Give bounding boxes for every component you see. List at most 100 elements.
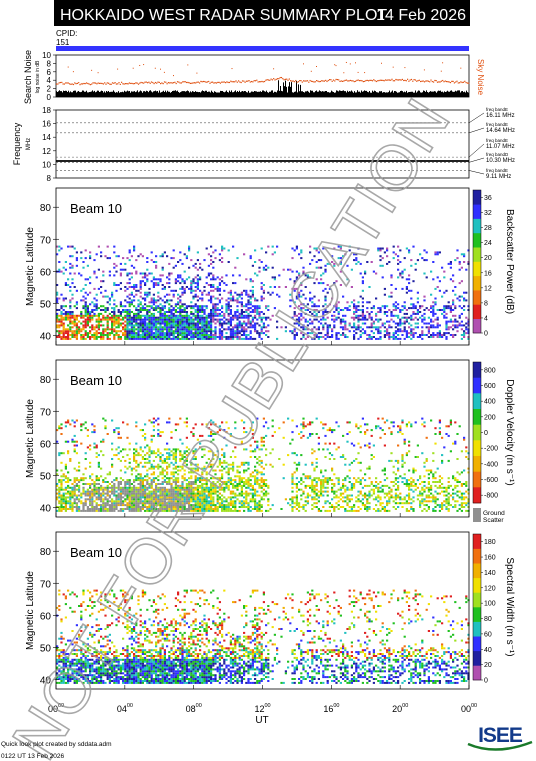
power-cell bbox=[97, 326, 100, 329]
noise-point bbox=[362, 80, 364, 83]
velocity-cell bbox=[196, 463, 199, 466]
noise-point bbox=[153, 82, 155, 85]
power-cell bbox=[181, 330, 184, 333]
power-cell bbox=[328, 311, 331, 313]
velocity-cell bbox=[144, 492, 147, 495]
power-cell bbox=[113, 251, 116, 254]
power-cell bbox=[168, 316, 171, 319]
power-cell bbox=[126, 336, 129, 338]
power-cell bbox=[410, 328, 413, 331]
power-cell bbox=[315, 266, 318, 269]
velocity-cell bbox=[196, 509, 199, 512]
power-cell bbox=[148, 293, 151, 296]
power-cell bbox=[64, 314, 67, 317]
power-cell bbox=[353, 322, 356, 325]
noise-point bbox=[455, 81, 457, 83]
power-cell bbox=[168, 299, 171, 302]
power-cell bbox=[282, 268, 285, 271]
noise-point bbox=[162, 83, 164, 85]
power-cell bbox=[205, 247, 208, 250]
power-cell bbox=[141, 318, 144, 321]
noise-point bbox=[460, 67, 462, 69]
velocity-cell bbox=[161, 486, 164, 489]
power-cell bbox=[128, 316, 131, 319]
velocity-cell bbox=[148, 461, 151, 464]
power-cell bbox=[170, 314, 173, 317]
power-cell bbox=[258, 332, 261, 335]
velocity-cell bbox=[119, 436, 122, 439]
velocity-cell bbox=[166, 504, 169, 507]
power-cell bbox=[214, 336, 217, 338]
power-cell bbox=[159, 274, 162, 277]
power-cell bbox=[75, 324, 78, 327]
power-cell bbox=[432, 301, 435, 304]
velocity-cell bbox=[161, 454, 164, 457]
power-cell bbox=[168, 282, 171, 285]
power-cell bbox=[174, 314, 177, 317]
velocity-cell bbox=[141, 494, 144, 497]
power-cell bbox=[408, 282, 411, 285]
power-cell bbox=[236, 328, 239, 331]
power-cell bbox=[130, 303, 133, 306]
power-cell bbox=[166, 299, 169, 302]
velocity-cell bbox=[152, 452, 155, 455]
power-cell bbox=[218, 332, 221, 335]
power-cell bbox=[348, 330, 351, 333]
power-cell bbox=[161, 255, 164, 258]
power-cell bbox=[179, 316, 182, 319]
noise-point bbox=[408, 80, 410, 82]
power-cell bbox=[388, 326, 391, 329]
power-cell bbox=[174, 332, 177, 335]
power-cell bbox=[133, 266, 136, 269]
noise-point bbox=[173, 75, 174, 77]
power-cell bbox=[137, 289, 140, 292]
velocity-cell bbox=[113, 454, 116, 457]
velocity-cell bbox=[174, 500, 177, 503]
noise-point bbox=[79, 84, 81, 86]
power-cell bbox=[157, 299, 160, 302]
power-cell bbox=[331, 318, 334, 321]
power-cell bbox=[89, 291, 92, 294]
power-cell bbox=[410, 332, 413, 335]
power-cell bbox=[58, 270, 61, 273]
power-cell bbox=[225, 309, 228, 311]
noise-point bbox=[243, 80, 245, 82]
power-cell bbox=[146, 316, 149, 319]
power-cell bbox=[69, 320, 72, 323]
power-cell bbox=[119, 336, 122, 338]
velocity-cell bbox=[95, 452, 98, 455]
velocity-cell bbox=[104, 488, 107, 491]
power-cell bbox=[141, 336, 144, 338]
power-cell bbox=[148, 316, 151, 319]
velocity-cell bbox=[190, 463, 193, 466]
noise-point bbox=[163, 71, 165, 73]
velocity-cell bbox=[124, 500, 127, 503]
power-cell bbox=[386, 320, 389, 323]
power-cell bbox=[218, 330, 221, 333]
power-cell bbox=[388, 295, 391, 298]
power-cell bbox=[188, 328, 191, 331]
power-cell bbox=[306, 328, 309, 331]
power-cell bbox=[196, 312, 199, 315]
power-cell bbox=[348, 322, 351, 325]
velocity-cell bbox=[86, 429, 89, 432]
power-cell bbox=[188, 316, 191, 319]
power-cell bbox=[361, 314, 364, 317]
power-cell bbox=[467, 337, 470, 340]
power-cell bbox=[313, 311, 316, 313]
velocity-cell bbox=[106, 484, 109, 487]
velocity-cell bbox=[201, 486, 204, 489]
velocity-cell bbox=[97, 509, 100, 512]
power-cell bbox=[78, 272, 81, 275]
power-cell bbox=[91, 334, 94, 336]
power-cell bbox=[386, 330, 389, 333]
velocity-cell bbox=[163, 469, 166, 472]
power-cell bbox=[245, 293, 248, 296]
power-cell bbox=[249, 330, 252, 333]
velocity-cell bbox=[115, 496, 118, 499]
velocity-cell bbox=[139, 486, 142, 489]
power-cell bbox=[133, 332, 136, 335]
velocity-cell bbox=[75, 504, 78, 507]
power-cell bbox=[199, 266, 202, 269]
power-cell bbox=[368, 286, 371, 288]
